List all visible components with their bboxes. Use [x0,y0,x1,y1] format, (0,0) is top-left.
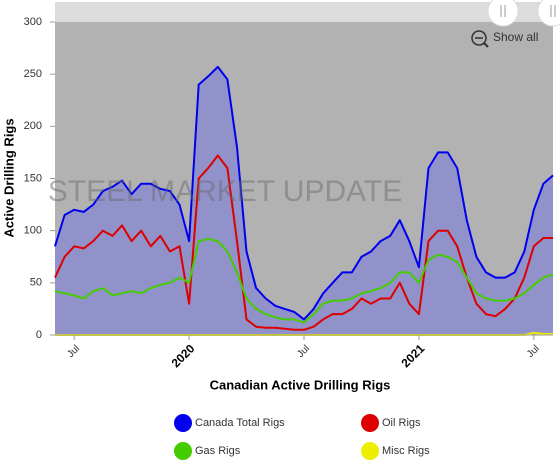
x-tick-label: Jul [525,343,542,360]
watermark: STEEL MARKET UPDATE [48,175,403,208]
legend-label: Misc Rigs [382,445,430,457]
y-tick-label: 0 [36,329,42,341]
legend-label: Canada Total Rigs [195,417,285,429]
legend-swatch [361,414,379,432]
series-line [54,65,554,321]
y-tick-label: 200 [24,120,42,132]
show-all-button[interactable]: Show all [471,30,538,48]
y-tick-label: 250 [24,68,42,80]
series-area [55,66,553,336]
scroll-handles[interactable] [487,0,560,27]
x-tick-label: Jul [295,343,312,360]
x-tick-label: 2020 [169,341,198,370]
y-axis-label: Active Drilling Rigs [1,118,16,237]
plot [54,65,554,336]
zoom-icon-handle [483,42,489,48]
x-tick-label: 2021 [399,341,428,370]
zoom-icon [471,30,487,46]
y-tick-label: 300 [24,16,42,28]
legend-label: Oil Rigs [382,417,421,429]
x-axis-label: Canadian Active Drilling Rigs [210,377,391,392]
x-tick-label: Jul [65,343,82,360]
legend-swatch [361,442,379,460]
plot-background [55,2,553,335]
legend-swatch [174,414,192,432]
legend-swatch [174,442,192,460]
y-tick-label: 50 [30,277,42,289]
y-tick-label: 150 [24,172,42,184]
series-line [54,238,554,324]
show-all-label[interactable]: Show all [493,30,538,44]
plot-top-band [55,2,553,22]
series-line [54,154,553,331]
scroll-handle-left[interactable] [487,0,519,27]
legend-label: Gas Rigs [195,445,241,457]
y-tick-label: 100 [24,225,42,237]
